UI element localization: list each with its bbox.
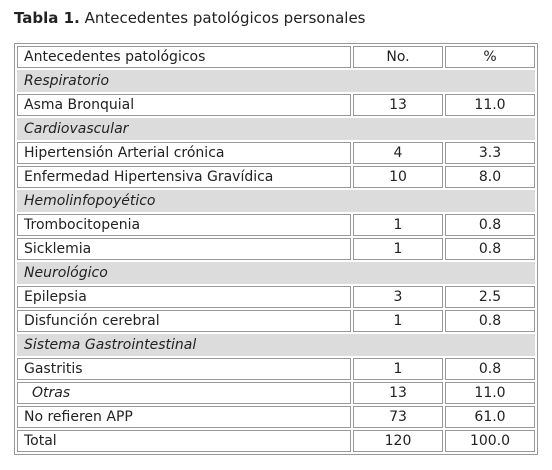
data-row: Sicklemia 1 0.8 — [17, 238, 535, 260]
cell: 0.8 — [445, 214, 535, 236]
table-title: Tabla 1. Antecedentes patológicos person… — [14, 9, 366, 27]
table: Antecedentes patológicos No. % Respirato… — [14, 43, 538, 455]
data-row: Enfermedad Hipertensiva Gravídica 10 8.0 — [17, 166, 535, 188]
cell: 3 — [353, 286, 443, 308]
data-row: Total 120 100.0 — [17, 430, 535, 452]
section-cell: Neurológico — [17, 262, 535, 284]
section-row: Hemolinfopoyético — [17, 190, 535, 212]
row-label: Trombocitopenia — [17, 214, 351, 236]
cell: 4 — [353, 142, 443, 164]
cell: 11.0 — [445, 94, 535, 116]
cell: 11.0 — [445, 382, 535, 404]
cell: 1 — [353, 214, 443, 236]
row-label: Asma Bronquial — [17, 94, 351, 116]
table-body: Antecedentes patológicos No. % Respirato… — [17, 46, 535, 452]
section-row: Cardiovascular — [17, 118, 535, 140]
data-row: Epilepsia 3 2.5 — [17, 286, 535, 308]
data-row: Disfunción cerebral 1 0.8 — [17, 310, 535, 332]
header-cell: Antecedentes patológicos — [17, 46, 351, 68]
section-cell: Sistema Gastrointestinal — [17, 334, 535, 356]
data-row: Gastritis 1 0.8 — [17, 358, 535, 380]
cell: 0.8 — [445, 238, 535, 260]
row-label: Hipertensión Arterial crónica — [17, 142, 351, 164]
cell: 13 — [353, 382, 443, 404]
cell: 120 — [353, 430, 443, 452]
row-label: Sicklemia — [17, 238, 351, 260]
header-row: Antecedentes patológicos No. % — [17, 46, 535, 68]
cell: 3.3 — [445, 142, 535, 164]
header-cell: % — [445, 46, 535, 68]
section-row: Respiratorio — [17, 70, 535, 92]
row-label: Disfunción cerebral — [17, 310, 351, 332]
cell: 8.0 — [445, 166, 535, 188]
cell: 1 — [353, 310, 443, 332]
row-label: No refieren APP — [17, 406, 351, 428]
cell: 1 — [353, 238, 443, 260]
data-row: Asma Bronquial 13 11.0 — [17, 94, 535, 116]
section-row: Neurológico — [17, 262, 535, 284]
data-row: Otras 13 11.0 — [17, 382, 535, 404]
data-row: Trombocitopenia 1 0.8 — [17, 214, 535, 236]
row-label: Gastritis — [17, 358, 351, 380]
title-text: Antecedentes patológicos personales — [84, 9, 366, 27]
section-row: Sistema Gastrointestinal — [17, 334, 535, 356]
row-label: Otras — [17, 382, 351, 404]
section-cell: Cardiovascular — [17, 118, 535, 140]
cell: 0.8 — [445, 358, 535, 380]
section-cell: Hemolinfopoyético — [17, 190, 535, 212]
cell: 2.5 — [445, 286, 535, 308]
row-label: Total — [17, 430, 351, 452]
data-row: No refieren APP 73 61.0 — [17, 406, 535, 428]
cell: 10 — [353, 166, 443, 188]
cell: 73 — [353, 406, 443, 428]
row-label: Enfermedad Hipertensiva Gravídica — [17, 166, 351, 188]
title-label: Tabla 1. — [14, 9, 80, 27]
data-row: Hipertensión Arterial crónica 4 3.3 — [17, 142, 535, 164]
cell: 100.0 — [445, 430, 535, 452]
cell: 0.8 — [445, 310, 535, 332]
row-label: Epilepsia — [17, 286, 351, 308]
header-cell: No. — [353, 46, 443, 68]
cell: 61.0 — [445, 406, 535, 428]
cell: 1 — [353, 358, 443, 380]
cell: 13 — [353, 94, 443, 116]
section-cell: Respiratorio — [17, 70, 535, 92]
